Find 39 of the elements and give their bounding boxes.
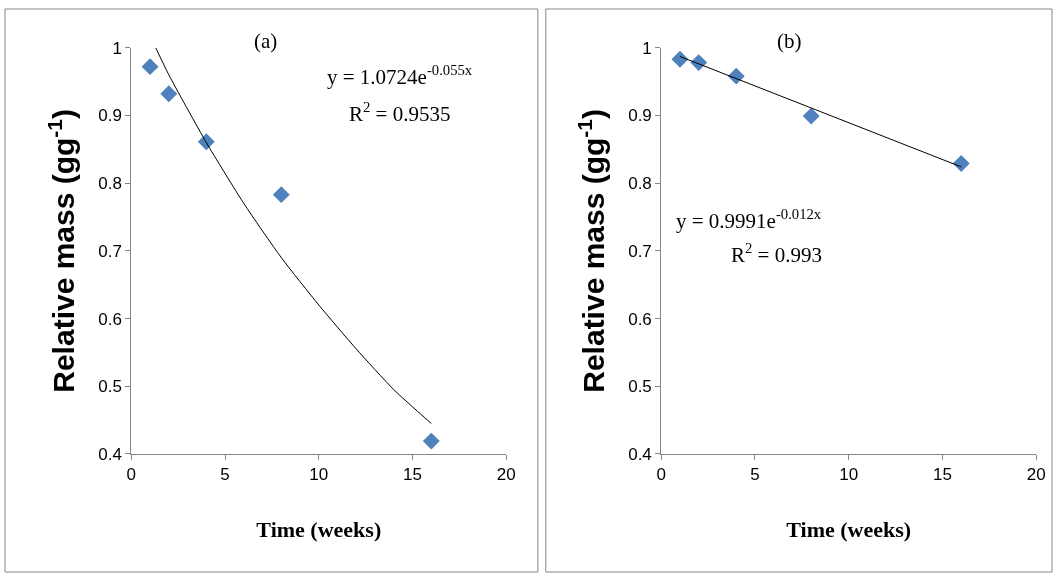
x-tick-label: 5: [220, 465, 230, 485]
point: [802, 107, 820, 125]
point: [422, 432, 440, 450]
x-axis-title: Time (weeks): [786, 517, 912, 543]
annotation: (a): [254, 29, 278, 53]
y-tick-label: 0.9: [628, 106, 652, 126]
y-tick-label: 0.5: [628, 377, 652, 397]
point: [160, 85, 178, 103]
y-tick-label: 0.4: [98, 444, 122, 464]
y-tick-label: 0.8: [98, 174, 122, 194]
y-tick-label: 1: [112, 38, 122, 58]
x-tick-label: 5: [750, 465, 760, 485]
annotation: R$^{2}$ = 0.9535: [349, 99, 451, 126]
annotation: R$^{2}$ = 0.993: [731, 240, 822, 267]
y-tick-label: 0.6: [628, 309, 652, 329]
y-tick-label: 1: [642, 38, 652, 58]
point: [952, 155, 970, 172]
x-axis-title: Time (weeks): [256, 517, 382, 543]
x-tick-label: 20: [1026, 465, 1046, 485]
x-tick-label: 15: [933, 465, 952, 485]
y-tick-label: 0.6: [98, 309, 122, 329]
y-tick-label: 0.4: [628, 444, 652, 464]
x-tick-label: 10: [309, 465, 329, 485]
point: [671, 50, 689, 68]
annotation: (b): [777, 29, 802, 53]
point: [141, 58, 159, 76]
annotation: y = 0.9991e$^{-0.012x}$: [676, 206, 822, 233]
x-tick-label: 10: [839, 465, 859, 485]
y-tick-label: 0.7: [628, 241, 652, 261]
x-tick-label: 0: [656, 465, 666, 485]
x-tick-label: 15: [403, 465, 423, 485]
y-tick-label: 0.5: [98, 377, 122, 397]
x-tick-label: 0: [126, 465, 137, 485]
y-tick-label: 0.9: [98, 106, 122, 126]
x-tick-label: 20: [496, 465, 516, 485]
point: [272, 186, 290, 204]
y-tick-label: 0.8: [628, 174, 652, 194]
annotation: y = 1.0724e$^{-0.055x}$: [327, 62, 473, 89]
y-tick-label: 0.7: [98, 241, 122, 261]
